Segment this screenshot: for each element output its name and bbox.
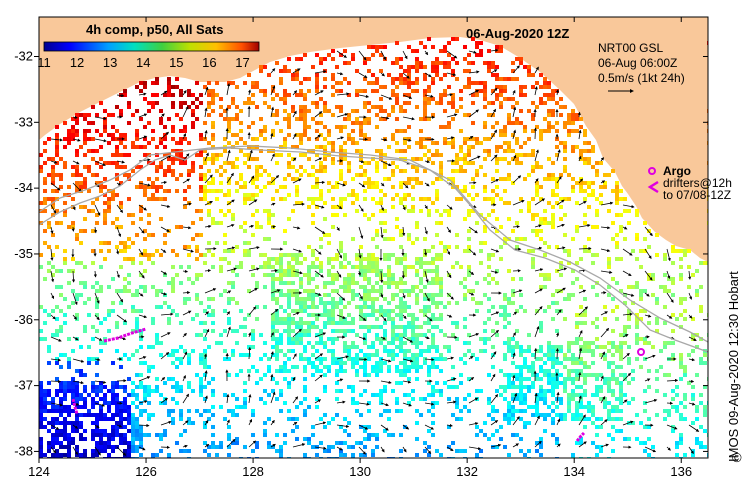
x-tick-label: 130 <box>349 464 371 479</box>
colorbar-tick-label: 12 <box>70 55 84 70</box>
current-arrows <box>50 48 700 456</box>
current-legend-line1: NRT00 GSL <box>598 41 663 55</box>
colorbar-tick-label: 13 <box>103 55 117 70</box>
argo-track <box>103 327 147 343</box>
y-tick-label: -34 <box>14 180 33 195</box>
plot-frame <box>38 16 709 459</box>
x-tick-label: 136 <box>670 464 692 479</box>
colorbar-tick-label: 15 <box>169 55 183 70</box>
colorbar <box>43 41 260 52</box>
date-label: 06-Aug-2020 12Z <box>466 26 569 41</box>
argo-tracks <box>71 327 645 442</box>
x-axis: 124 126 128 130 132 134 136 <box>28 17 692 479</box>
side-label: IMOS 09-Aug-2020 12:30 Hobart <box>726 271 741 462</box>
copyright-symbol: © <box>732 450 742 465</box>
y-tick-label: -38 <box>14 443 33 458</box>
argo-track <box>71 398 79 415</box>
argo-float <box>637 348 645 356</box>
y-tick-label: -32 <box>14 48 33 63</box>
isobath-slope <box>39 145 708 343</box>
x-tick-label: 124 <box>28 464 50 479</box>
argo-track <box>575 431 586 442</box>
composite-label: 4h comp, p50, All Sats <box>86 22 224 37</box>
argo-legend-title: Argo <box>663 164 691 178</box>
colorbar-ticks: 11 12 13 14 15 16 17 <box>37 55 249 70</box>
land-mainland <box>39 17 708 262</box>
isobath-shelf <box>39 147 708 353</box>
colorbar-tick-label: 11 <box>37 55 51 70</box>
x-tick-label: 126 <box>135 464 157 479</box>
colorbar-tick-label: 14 <box>136 55 150 70</box>
colorbar-tick-label: 16 <box>202 55 216 70</box>
x-tick-label: 128 <box>242 464 264 479</box>
argo-legend-line1: drifters@12h <box>663 176 732 190</box>
y-tick-label: -36 <box>14 312 33 327</box>
x-tick-label: 132 <box>456 464 478 479</box>
argo-legend-chevron <box>647 180 659 194</box>
y-axis: -32 -33 -34 -35 -36 -37 -38 <box>14 48 708 458</box>
x-tick-label: 134 <box>563 464 585 479</box>
colorbar-tick-label: 17 <box>235 55 249 70</box>
y-tick-label: -35 <box>14 246 33 261</box>
argo-legend-line2: to 07/08-12Z <box>663 188 731 202</box>
current-legend-line3: 0.5m/s (1kt 24h) <box>598 71 685 85</box>
y-tick-label: -33 <box>14 114 33 129</box>
current-legend-line2: 06-Aug 06:00Z <box>598 56 677 70</box>
argo-legend-marker <box>648 167 656 175</box>
y-tick-label: -37 <box>14 378 33 393</box>
